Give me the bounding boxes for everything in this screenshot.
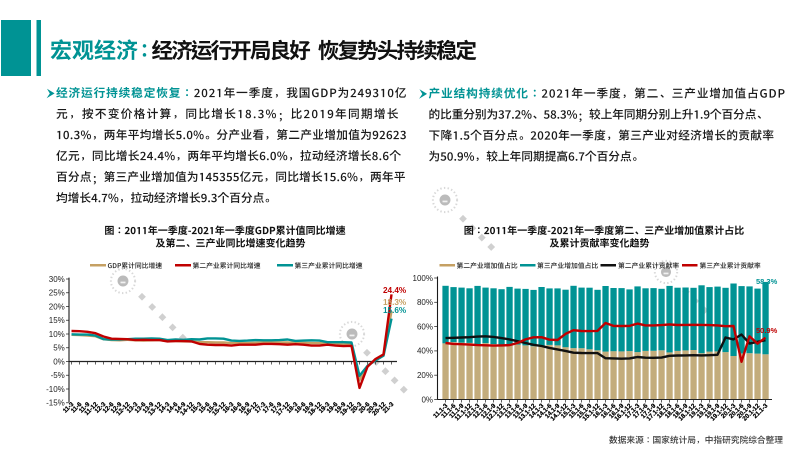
svg-text:0%: 0% bbox=[421, 395, 433, 404]
svg-text:30%: 30% bbox=[49, 275, 65, 284]
svg-text:50.9%: 50.9% bbox=[756, 326, 778, 335]
svg-text:24.4%: 24.4% bbox=[383, 286, 407, 295]
svg-text:-10%: -10% bbox=[46, 385, 65, 394]
svg-text:20%: 20% bbox=[49, 302, 65, 311]
svg-text:10%: 10% bbox=[49, 330, 65, 339]
svg-text:-15%: -15% bbox=[46, 399, 65, 408]
svg-text:15%: 15% bbox=[49, 316, 65, 325]
svg-text:58.3%: 58.3% bbox=[756, 277, 778, 286]
svg-text:-5%: -5% bbox=[51, 371, 65, 380]
svg-text:80%: 80% bbox=[417, 298, 433, 307]
svg-text:0%: 0% bbox=[53, 357, 65, 366]
svg-text:60%: 60% bbox=[417, 322, 433, 331]
svg-text:15.6%: 15.6% bbox=[383, 306, 407, 315]
svg-text:18.3%: 18.3% bbox=[383, 298, 407, 307]
svg-text:5%: 5% bbox=[53, 344, 65, 353]
svg-text:20%: 20% bbox=[417, 371, 433, 380]
svg-text:100%: 100% bbox=[413, 274, 433, 283]
svg-text:40%: 40% bbox=[417, 347, 433, 356]
svg-text:25%: 25% bbox=[49, 289, 65, 298]
